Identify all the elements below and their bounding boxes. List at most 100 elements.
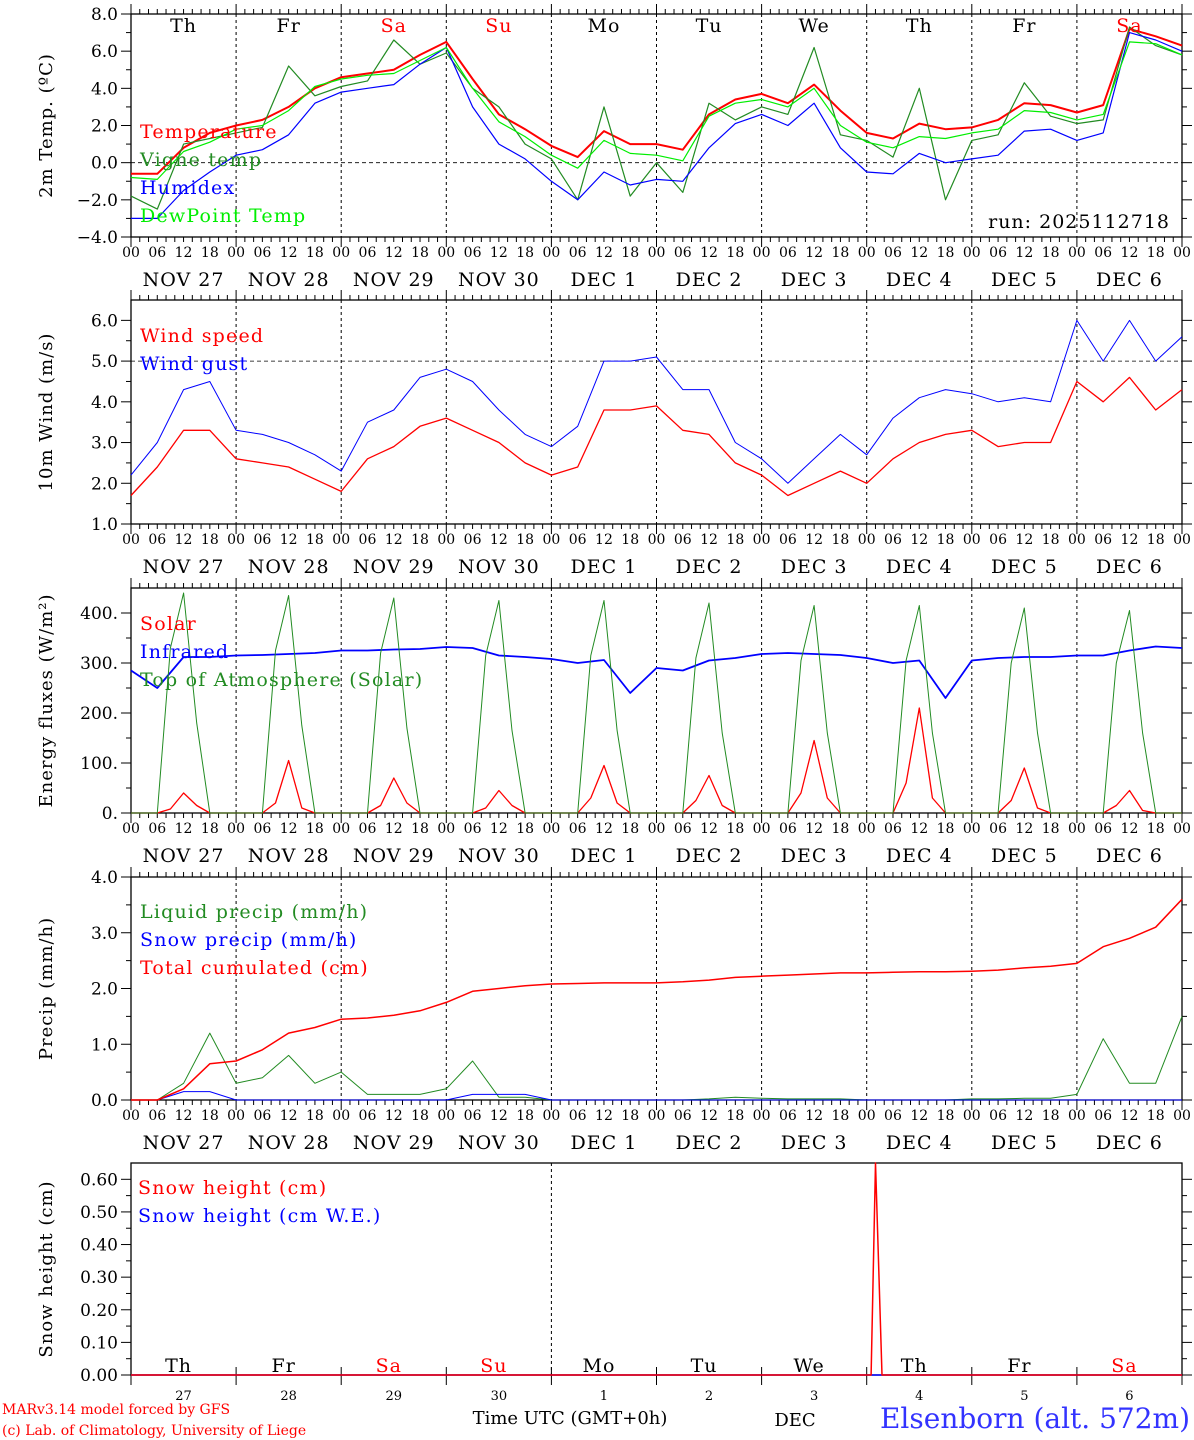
panel-4: 4.0 3.0 2.0 1.0 0.0 Precip (mm/h) 00 06 12 18 00 06… <box>36 867 1192 1154</box>
y-tick-label: 3.0 <box>91 434 118 454</box>
x-date-label: NOV 27 <box>143 269 225 291</box>
x-date-label: NOV 30 <box>458 269 540 291</box>
x-hour-label: 12 <box>385 245 403 261</box>
x-hour-label: 18 <box>832 245 850 261</box>
x-hour-label: 06 <box>148 532 166 548</box>
x-date-label: DEC 4 <box>886 1132 953 1154</box>
x-hour-label: 00 <box>648 1108 666 1124</box>
day-name-label: Th <box>165 1355 192 1377</box>
x-date-label: DEC 6 <box>1096 269 1163 291</box>
y-tick-label: 4.0 <box>91 79 118 99</box>
month-label: DEC <box>774 1410 815 1431</box>
x-hour-label: 12 <box>175 245 193 261</box>
x-hour-label: 18 <box>621 1108 639 1124</box>
x-hour-label: 00 <box>542 821 560 837</box>
x-hour-label: 18 <box>621 245 639 261</box>
x-hour-label: 00 <box>1068 532 1086 548</box>
x-hour-label: 06 <box>464 532 482 548</box>
legend-entry: Vigne temp <box>139 149 262 171</box>
x-hour-label: 12 <box>385 821 403 837</box>
x-hour-label: 12 <box>700 821 718 837</box>
x-hour-label: 18 <box>726 245 744 261</box>
x-hour-label: 00 <box>1173 821 1191 837</box>
x-hour-label: 06 <box>779 532 797 548</box>
x-hour-label: 12 <box>490 1108 508 1124</box>
x-hour-label: 06 <box>989 1108 1007 1124</box>
x-date-label: DEC 1 <box>571 269 638 291</box>
y-tick-label: 0.0 <box>91 1091 118 1111</box>
x-hour-label: 12 <box>595 245 613 261</box>
y-tick-label: 0.40 <box>80 1236 118 1256</box>
x-hour-label: 06 <box>884 532 902 548</box>
x-hour-label: 18 <box>832 1108 850 1124</box>
x-hour-label: 18 <box>937 532 955 548</box>
x-day-number: 1 <box>600 1389 608 1404</box>
day-name-label: Su <box>480 1355 507 1377</box>
x-hour-label: 18 <box>1147 245 1165 261</box>
legend-entry: Solar <box>140 613 197 635</box>
legend-entry: Wind gust <box>140 353 248 375</box>
y-tick-label: 3.0 <box>91 924 118 944</box>
series-line-top-of-atmosphere-solar- <box>131 592 1182 814</box>
series-line-dewpoint-temp <box>130 41 1183 180</box>
x-hour-label: 12 <box>805 821 823 837</box>
y-tick-label: −2.0 <box>77 191 118 211</box>
x-day-number: 5 <box>1020 1389 1028 1404</box>
x-hour-label: 06 <box>253 821 271 837</box>
x-hour-label: 06 <box>884 1108 902 1124</box>
day-name-label: Fr <box>272 1355 296 1377</box>
x-hour-label: 00 <box>963 532 981 548</box>
series-line-snow-height-cm- <box>131 1162 1182 1376</box>
x-date-label: NOV 29 <box>353 269 435 291</box>
x-hour-label: 06 <box>989 245 1007 261</box>
x-date-label: NOV 28 <box>248 845 330 867</box>
series-line-total-cumulated-cm- <box>131 898 1183 1101</box>
x-hour-label: 00 <box>963 821 981 837</box>
legend-entry: DewPoint Temp <box>140 205 306 227</box>
x-date-label: NOV 29 <box>353 845 435 867</box>
x-hour-label: 00 <box>1173 245 1191 261</box>
y-tick-label: 6.0 <box>91 42 118 62</box>
day-name-label: Tu <box>696 15 723 37</box>
series-line-infrared <box>130 645 1183 699</box>
x-hour-label: 12 <box>595 821 613 837</box>
y-tick-label: 100. <box>80 754 118 774</box>
x-date-label: DEC 2 <box>676 845 743 867</box>
x-hour-label: 12 <box>700 245 718 261</box>
x-hour-label: 12 <box>910 1108 928 1124</box>
x-hour-label: 18 <box>726 1108 744 1124</box>
run-label: run: 2025112718 <box>988 211 1170 233</box>
y-axis-label: Snow height (cm) <box>36 1180 57 1357</box>
day-name-label: Th <box>901 1355 928 1377</box>
x-hour-label: 12 <box>280 532 298 548</box>
legend-entry: Total cumulated (cm) <box>140 957 369 979</box>
x-hour-label: 06 <box>148 1108 166 1124</box>
x-hour-label: 18 <box>937 1108 955 1124</box>
x-date-label: DEC 5 <box>991 269 1058 291</box>
x-hour-label: 00 <box>858 245 876 261</box>
x-hour-label: 00 <box>1068 245 1086 261</box>
x-hour-label: 12 <box>280 1108 298 1124</box>
panel-5: 0.60 0.50 0.40 0.30 0.20 0.10 0.00 Snow height … <box>36 1162 1192 1404</box>
x-date-label: NOV 30 <box>458 845 540 867</box>
x-hour-label: 12 <box>805 245 823 261</box>
x-hour-label: 12 <box>910 245 928 261</box>
x-date-label: DEC 4 <box>886 269 953 291</box>
x-date-label: DEC 3 <box>781 845 848 867</box>
x-date-label: DEC 2 <box>676 1132 743 1154</box>
y-tick-label: 0.20 <box>80 1301 118 1321</box>
x-hour-label: 12 <box>175 1108 193 1124</box>
day-name-label: Sa <box>1116 15 1142 37</box>
day-name-label: Th <box>170 15 197 37</box>
x-hour-label: 00 <box>122 821 140 837</box>
x-hour-label: 06 <box>674 532 692 548</box>
x-hour-label: 12 <box>805 532 823 548</box>
x-hour-label: 18 <box>306 532 324 548</box>
x-hour-label: 00 <box>963 245 981 261</box>
legend-entry: Temperature <box>140 121 278 143</box>
x-date-label: DEC 5 <box>991 845 1058 867</box>
x-hour-label: 00 <box>1173 532 1191 548</box>
x-hour-label: 06 <box>464 245 482 261</box>
legend-entry: Snow precip (mm/h) <box>140 929 358 951</box>
